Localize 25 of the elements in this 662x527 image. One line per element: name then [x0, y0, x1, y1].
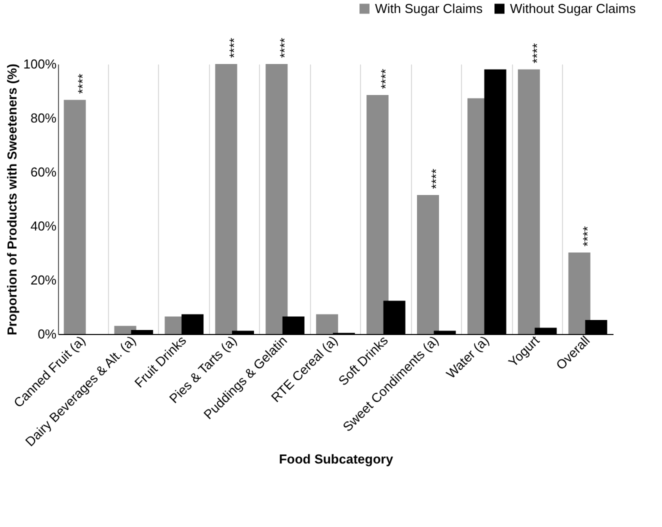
bar: [266, 64, 288, 334]
y-tick-label: 0%: [38, 326, 57, 342]
y-axis-title: Proportion of Products with Sweeteners (%): [4, 64, 20, 336]
y-tick-label: 100%: [23, 56, 57, 72]
annotation: ****: [428, 168, 444, 189]
bar: [316, 314, 338, 334]
bar: [366, 95, 389, 334]
annotation: ****: [580, 226, 595, 246]
bar: [568, 252, 590, 334]
annotation: ****: [378, 68, 393, 90]
annotation: ****: [277, 38, 292, 58]
legend-label: With Sugar Claims: [375, 0, 484, 16]
bar: [64, 100, 86, 334]
x-axis-title: Food Subcategory: [278, 452, 394, 467]
y-tick-label: 80%: [30, 110, 57, 126]
annotation: ****: [529, 43, 544, 64]
y-tick-label: 40%: [30, 218, 57, 234]
annotation: ****: [226, 38, 242, 58]
bar: [518, 69, 540, 334]
legend-label: Without Sugar Claims: [510, 0, 636, 16]
bar: [417, 194, 439, 334]
y-tick-label: 20%: [30, 272, 57, 288]
annotation: ****: [75, 74, 90, 94]
bar: [215, 64, 238, 334]
y-tick-label: 60%: [30, 164, 57, 180]
